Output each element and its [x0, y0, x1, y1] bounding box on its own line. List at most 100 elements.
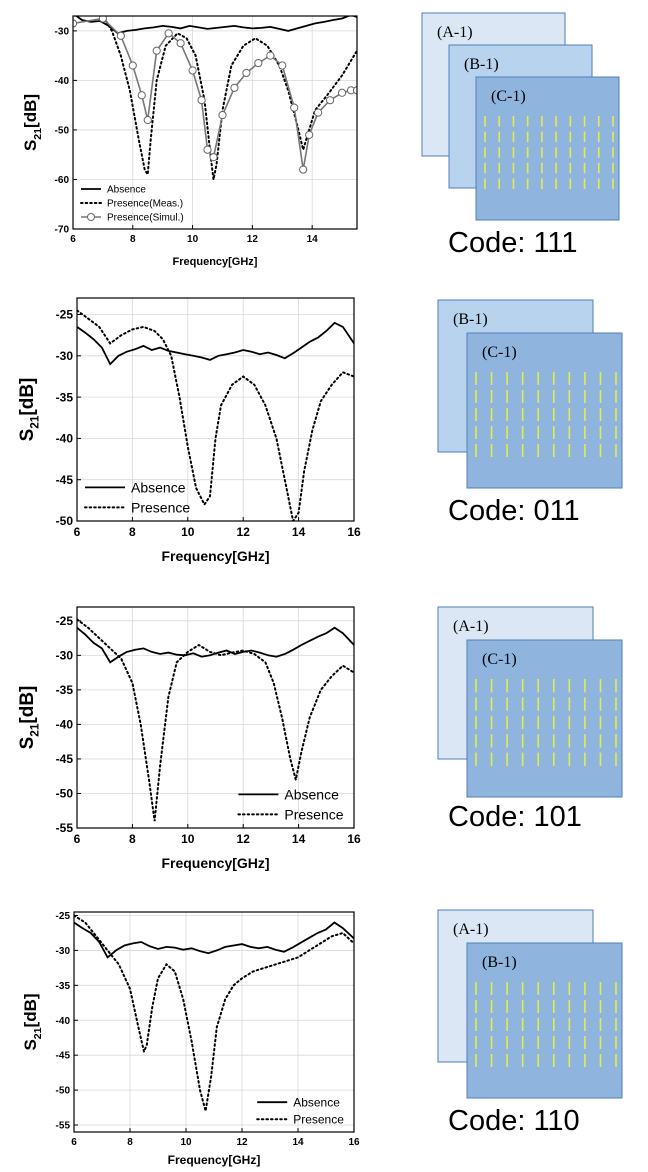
series-line-2 — [77, 309, 354, 521]
axes: 6 8 10 12 14 16 -55 -50 -45 -40 -35 -30 -25 — [56, 614, 361, 846]
y-axis-label: S21[dB] — [17, 378, 42, 442]
series-marker — [314, 108, 323, 117]
code-label: Code: 101 — [448, 801, 582, 833]
axes: 6 8 10 12 14 16 -55 -50 -45 -40 -35 -30 -25 — [56, 911, 360, 1148]
sheet-c-1: (C-1) — [466, 332, 623, 489]
series-marker — [230, 83, 239, 92]
sheet-label: (C-1) — [482, 651, 517, 668]
code-label: Code: 111 — [448, 227, 578, 259]
legend-label: Presence(Simul.) — [107, 213, 184, 224]
x-tick-label: 14 — [292, 525, 306, 539]
legend-marker — [87, 213, 95, 221]
legend-label: Absence — [131, 479, 186, 495]
legend-label: Absence — [293, 1095, 340, 1109]
y-axis-label-main: S — [21, 1039, 40, 1050]
y-tick-label: -35 — [56, 683, 74, 697]
chart-1: 6 8 10 12 14 -70 -60 -50 -40 -30 Frequency[GHz] S21… — [21, 15, 358, 268]
gridlines — [76, 298, 355, 522]
legend-label: Absence — [284, 786, 339, 802]
series-marker — [290, 103, 299, 112]
x-tick-label: 10 — [180, 1137, 192, 1148]
code-label: Code: 011 — [448, 495, 580, 527]
series-line-2 — [74, 914, 354, 1112]
series-line-1 — [74, 921, 354, 959]
strip-array — [475, 982, 617, 1067]
series-marker — [128, 61, 137, 70]
legend-label: Presence — [293, 1112, 344, 1126]
y-tick-label: -50 — [56, 514, 74, 528]
series-line-2 — [77, 618, 354, 822]
diagrams-column: (A-1) (B-1) (C-1) Code: 111 (B-1) (C-1) Code: … — [421, 12, 623, 1137]
y-tick-label: -70 — [55, 225, 70, 236]
sheet-label: (A-1) — [453, 618, 489, 635]
x-tick-label: 10 — [181, 832, 195, 846]
x-tick-label: 8 — [129, 832, 136, 846]
sheet-label: (A-1) — [437, 24, 473, 41]
y-tick-label: -30 — [55, 26, 70, 37]
sheet-panel — [466, 942, 623, 1099]
y-tick-label: -45 — [56, 752, 74, 766]
code-label: Code: 110 — [448, 1105, 580, 1137]
x-tick-label: 16 — [347, 525, 361, 539]
series-group — [74, 914, 354, 1112]
x-tick-label: 8 — [129, 525, 136, 539]
x-tick-label: 16 — [347, 832, 361, 846]
series-group — [73, 16, 357, 180]
y-tick-label: -25 — [56, 308, 74, 322]
strip-array — [484, 116, 614, 189]
sheet-label: (B-1) — [453, 311, 488, 328]
series-marker — [266, 51, 275, 60]
layer-diagram-1: (A-1) (B-1) (C-1) Code: 111 — [421, 12, 620, 259]
series-marker — [305, 130, 314, 139]
x-tick-label: 8 — [130, 234, 136, 245]
legend-label: Presence — [284, 806, 343, 822]
y-axis-label-tail: [dB] — [21, 94, 40, 128]
x-tick-label: 14 — [307, 234, 319, 245]
x-tick-label: 8 — [127, 1137, 133, 1148]
legend-label: Presence(Meas.) — [107, 199, 183, 210]
x-axis-label: Frequency[GHz] — [161, 855, 269, 871]
strip-array — [475, 679, 617, 766]
sheet-b-1: (B-1) — [466, 942, 623, 1099]
series-marker — [152, 46, 161, 55]
sheet-label: (B-1) — [464, 56, 499, 73]
y-tick-label: -30 — [56, 349, 74, 363]
x-tick-label: 6 — [74, 832, 81, 846]
series-group — [77, 309, 354, 521]
y-tick-label: -55 — [56, 821, 74, 835]
axes: 6 8 10 12 14 -70 -60 -50 -40 -30 — [55, 26, 319, 245]
x-tick-label: 14 — [292, 832, 306, 846]
series-marker — [254, 58, 263, 68]
y-tick-label: -40 — [56, 1016, 71, 1027]
x-axis-label: Frequency[GHz] — [168, 1153, 261, 1167]
series-marker — [325, 96, 335, 105]
x-tick-label: 12 — [237, 832, 251, 846]
y-tick-label: -55 — [56, 1121, 71, 1132]
plot-frame — [76, 297, 355, 522]
x-tick-label: 6 — [70, 234, 76, 245]
x-tick-label: 10 — [181, 525, 195, 539]
x-tick-label: 12 — [247, 234, 259, 245]
chart-3: 6 8 10 12 14 16 -55 -50 -45 -40 -35 -30 -25 Frequency… — [17, 606, 361, 871]
sheet-label: (C-1) — [491, 88, 526, 105]
series-marker — [337, 88, 347, 97]
legend-label: Absence — [107, 185, 146, 196]
y-tick-label: -25 — [56, 614, 74, 628]
series-group — [77, 618, 354, 822]
plot-frame — [72, 15, 358, 230]
y-axis-label-main: S — [17, 429, 38, 442]
series-marker — [137, 91, 146, 100]
y-tick-label: -50 — [55, 125, 70, 136]
y-axis-label-sub: 21 — [29, 723, 42, 737]
y-tick-label: -40 — [56, 718, 74, 732]
series-marker — [176, 39, 185, 48]
series-marker — [188, 66, 197, 75]
y-axis-label-tail: [dB] — [17, 378, 38, 416]
series-marker — [209, 153, 218, 162]
chart-4: 6 8 10 12 14 16 -55 -50 -45 -40 -35 -30 -25 Frequency… — [21, 911, 360, 1167]
x-tick-label: 6 — [74, 525, 81, 539]
y-tick-label: -45 — [56, 473, 74, 487]
series-marker — [299, 165, 308, 174]
sheet-label: (A-1) — [453, 921, 489, 938]
